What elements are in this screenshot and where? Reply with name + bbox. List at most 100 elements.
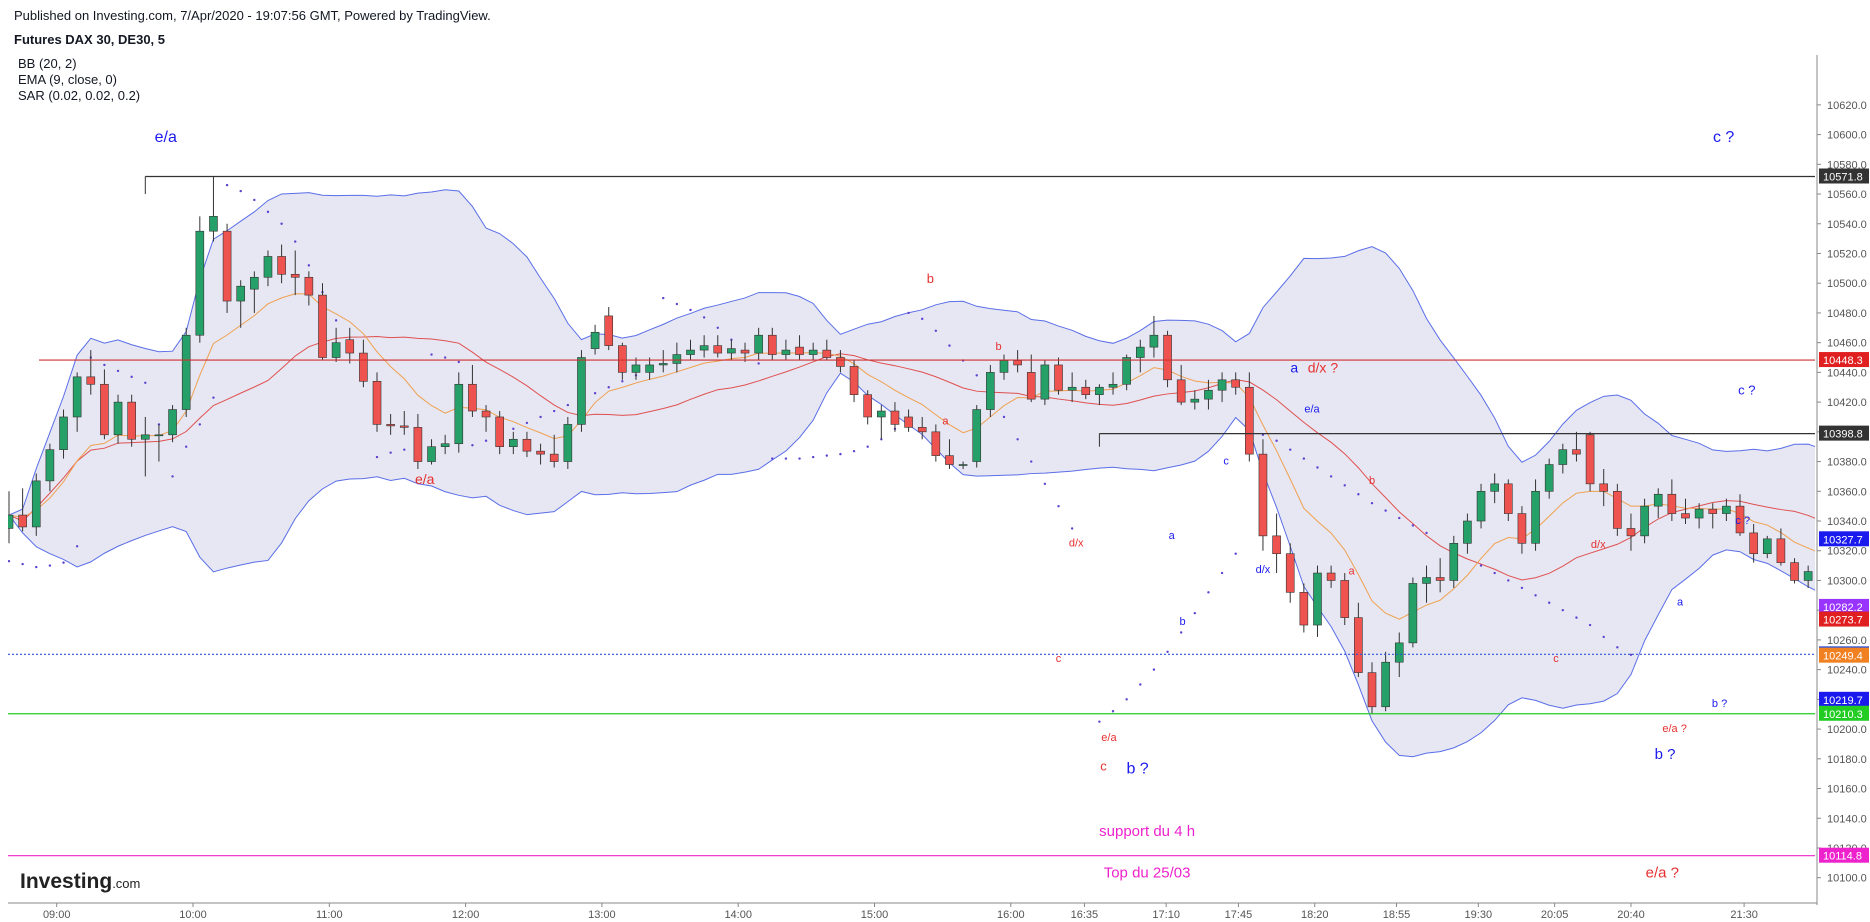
candle[interactable]	[1231, 372, 1240, 395]
candle[interactable]	[1558, 443, 1568, 474]
candle[interactable]	[495, 411, 504, 455]
candle[interactable]	[631, 357, 641, 380]
candle[interactable]	[822, 339, 832, 361]
candle[interactable]	[1490, 473, 1499, 504]
candle[interactable]	[1653, 488, 1663, 519]
candle[interactable]	[672, 342, 682, 373]
candle[interactable]	[113, 394, 123, 444]
candle[interactable]	[536, 443, 545, 465]
candle[interactable]	[1517, 506, 1527, 554]
candle[interactable]	[1108, 372, 1118, 395]
candle[interactable]	[31, 473, 41, 536]
candle[interactable]	[427, 439, 436, 465]
candle[interactable]	[604, 306, 614, 351]
candle[interactable]	[1272, 513, 1281, 574]
candle[interactable]	[1313, 565, 1322, 637]
candle[interactable]	[1340, 573, 1350, 626]
candle[interactable]	[590, 324, 600, 355]
candle[interactable]	[563, 416, 573, 469]
candle[interactable]	[386, 414, 395, 435]
candle[interactable]	[1776, 528, 1786, 566]
candle[interactable]	[59, 409, 68, 459]
candle[interactable]	[1585, 431, 1595, 492]
candle[interactable]	[986, 364, 995, 417]
candle[interactable]	[45, 443, 55, 492]
candle[interactable]	[359, 339, 368, 388]
candle[interactable]	[1367, 662, 1377, 715]
candle[interactable]	[454, 372, 464, 453]
candle[interactable]	[1040, 360, 1050, 406]
candle[interactable]	[318, 283, 327, 361]
candle[interactable]	[1354, 602, 1363, 678]
candle[interactable]	[1217, 372, 1227, 403]
candle[interactable]	[372, 372, 382, 432]
candle[interactable]	[413, 414, 423, 469]
candle[interactable]	[1762, 535, 1772, 559]
candle[interactable]	[1026, 354, 1036, 403]
candle[interactable]	[917, 416, 927, 440]
candle[interactable]	[1722, 498, 1731, 522]
candle[interactable]	[904, 409, 913, 432]
candle[interactable]	[263, 250, 273, 287]
candle[interactable]	[1245, 372, 1254, 462]
candle[interactable]	[1081, 379, 1091, 400]
candle[interactable]	[1599, 468, 1609, 507]
candle[interactable]	[154, 424, 164, 462]
candle[interactable]	[481, 405, 491, 432]
candle[interactable]	[1790, 558, 1799, 584]
candle[interactable]	[1735, 494, 1745, 536]
candle[interactable]	[686, 339, 695, 361]
candle[interactable]	[345, 327, 355, 364]
candle[interactable]	[1572, 431, 1581, 462]
candle[interactable]	[72, 372, 82, 432]
candle[interactable]	[795, 335, 804, 361]
candle[interactable]	[945, 439, 954, 469]
candle[interactable]	[1326, 565, 1336, 588]
candle[interactable]	[1285, 543, 1295, 603]
indicator-sar[interactable]: SAR (0.02, 0.02, 0.2)	[18, 88, 141, 103]
candle[interactable]	[1694, 503, 1704, 529]
candle[interactable]	[1544, 458, 1554, 499]
candle[interactable]	[890, 402, 900, 432]
candle[interactable]	[658, 350, 668, 373]
candle[interactable]	[549, 434, 559, 468]
candle[interactable]	[277, 244, 286, 284]
candle[interactable]	[1067, 372, 1077, 403]
candle[interactable]	[1054, 357, 1063, 395]
candle[interactable]	[1531, 479, 1540, 551]
candle[interactable]	[18, 488, 27, 532]
candle[interactable]	[767, 327, 777, 361]
candle[interactable]	[972, 405, 982, 468]
candle[interactable]	[290, 250, 300, 296]
candle[interactable]	[1204, 379, 1213, 410]
candle[interactable]	[1708, 503, 1718, 529]
candle[interactable]	[1613, 483, 1622, 536]
candle[interactable]	[781, 339, 791, 361]
candle[interactable]	[1449, 535, 1459, 588]
candle[interactable]	[713, 335, 723, 358]
candle[interactable]	[250, 271, 259, 313]
candle[interactable]	[1463, 513, 1472, 554]
candle[interactable]	[836, 350, 845, 373]
candle[interactable]	[877, 405, 886, 440]
candle[interactable]	[522, 431, 532, 458]
candle[interactable]	[863, 390, 872, 425]
candle[interactable]	[1258, 439, 1268, 551]
candle[interactable]	[1381, 651, 1390, 712]
candle[interactable]	[699, 335, 709, 358]
candle[interactable]	[1095, 384, 1104, 406]
candle[interactable]	[1749, 523, 1758, 563]
candle[interactable]	[100, 369, 109, 440]
candle[interactable]	[645, 357, 654, 380]
candle[interactable]	[304, 271, 314, 306]
candle[interactable]	[931, 424, 941, 462]
candle[interactable]	[440, 434, 450, 455]
candle[interactable]	[1667, 479, 1677, 522]
candle[interactable]	[141, 416, 150, 477]
indicator-ema[interactable]: EMA (9, close, 0)	[18, 72, 117, 87]
candle[interactable]	[86, 350, 96, 395]
candle[interactable]	[958, 461, 968, 469]
candle[interactable]	[849, 360, 859, 403]
candle[interactable]	[509, 431, 518, 455]
candle[interactable]	[181, 327, 191, 417]
